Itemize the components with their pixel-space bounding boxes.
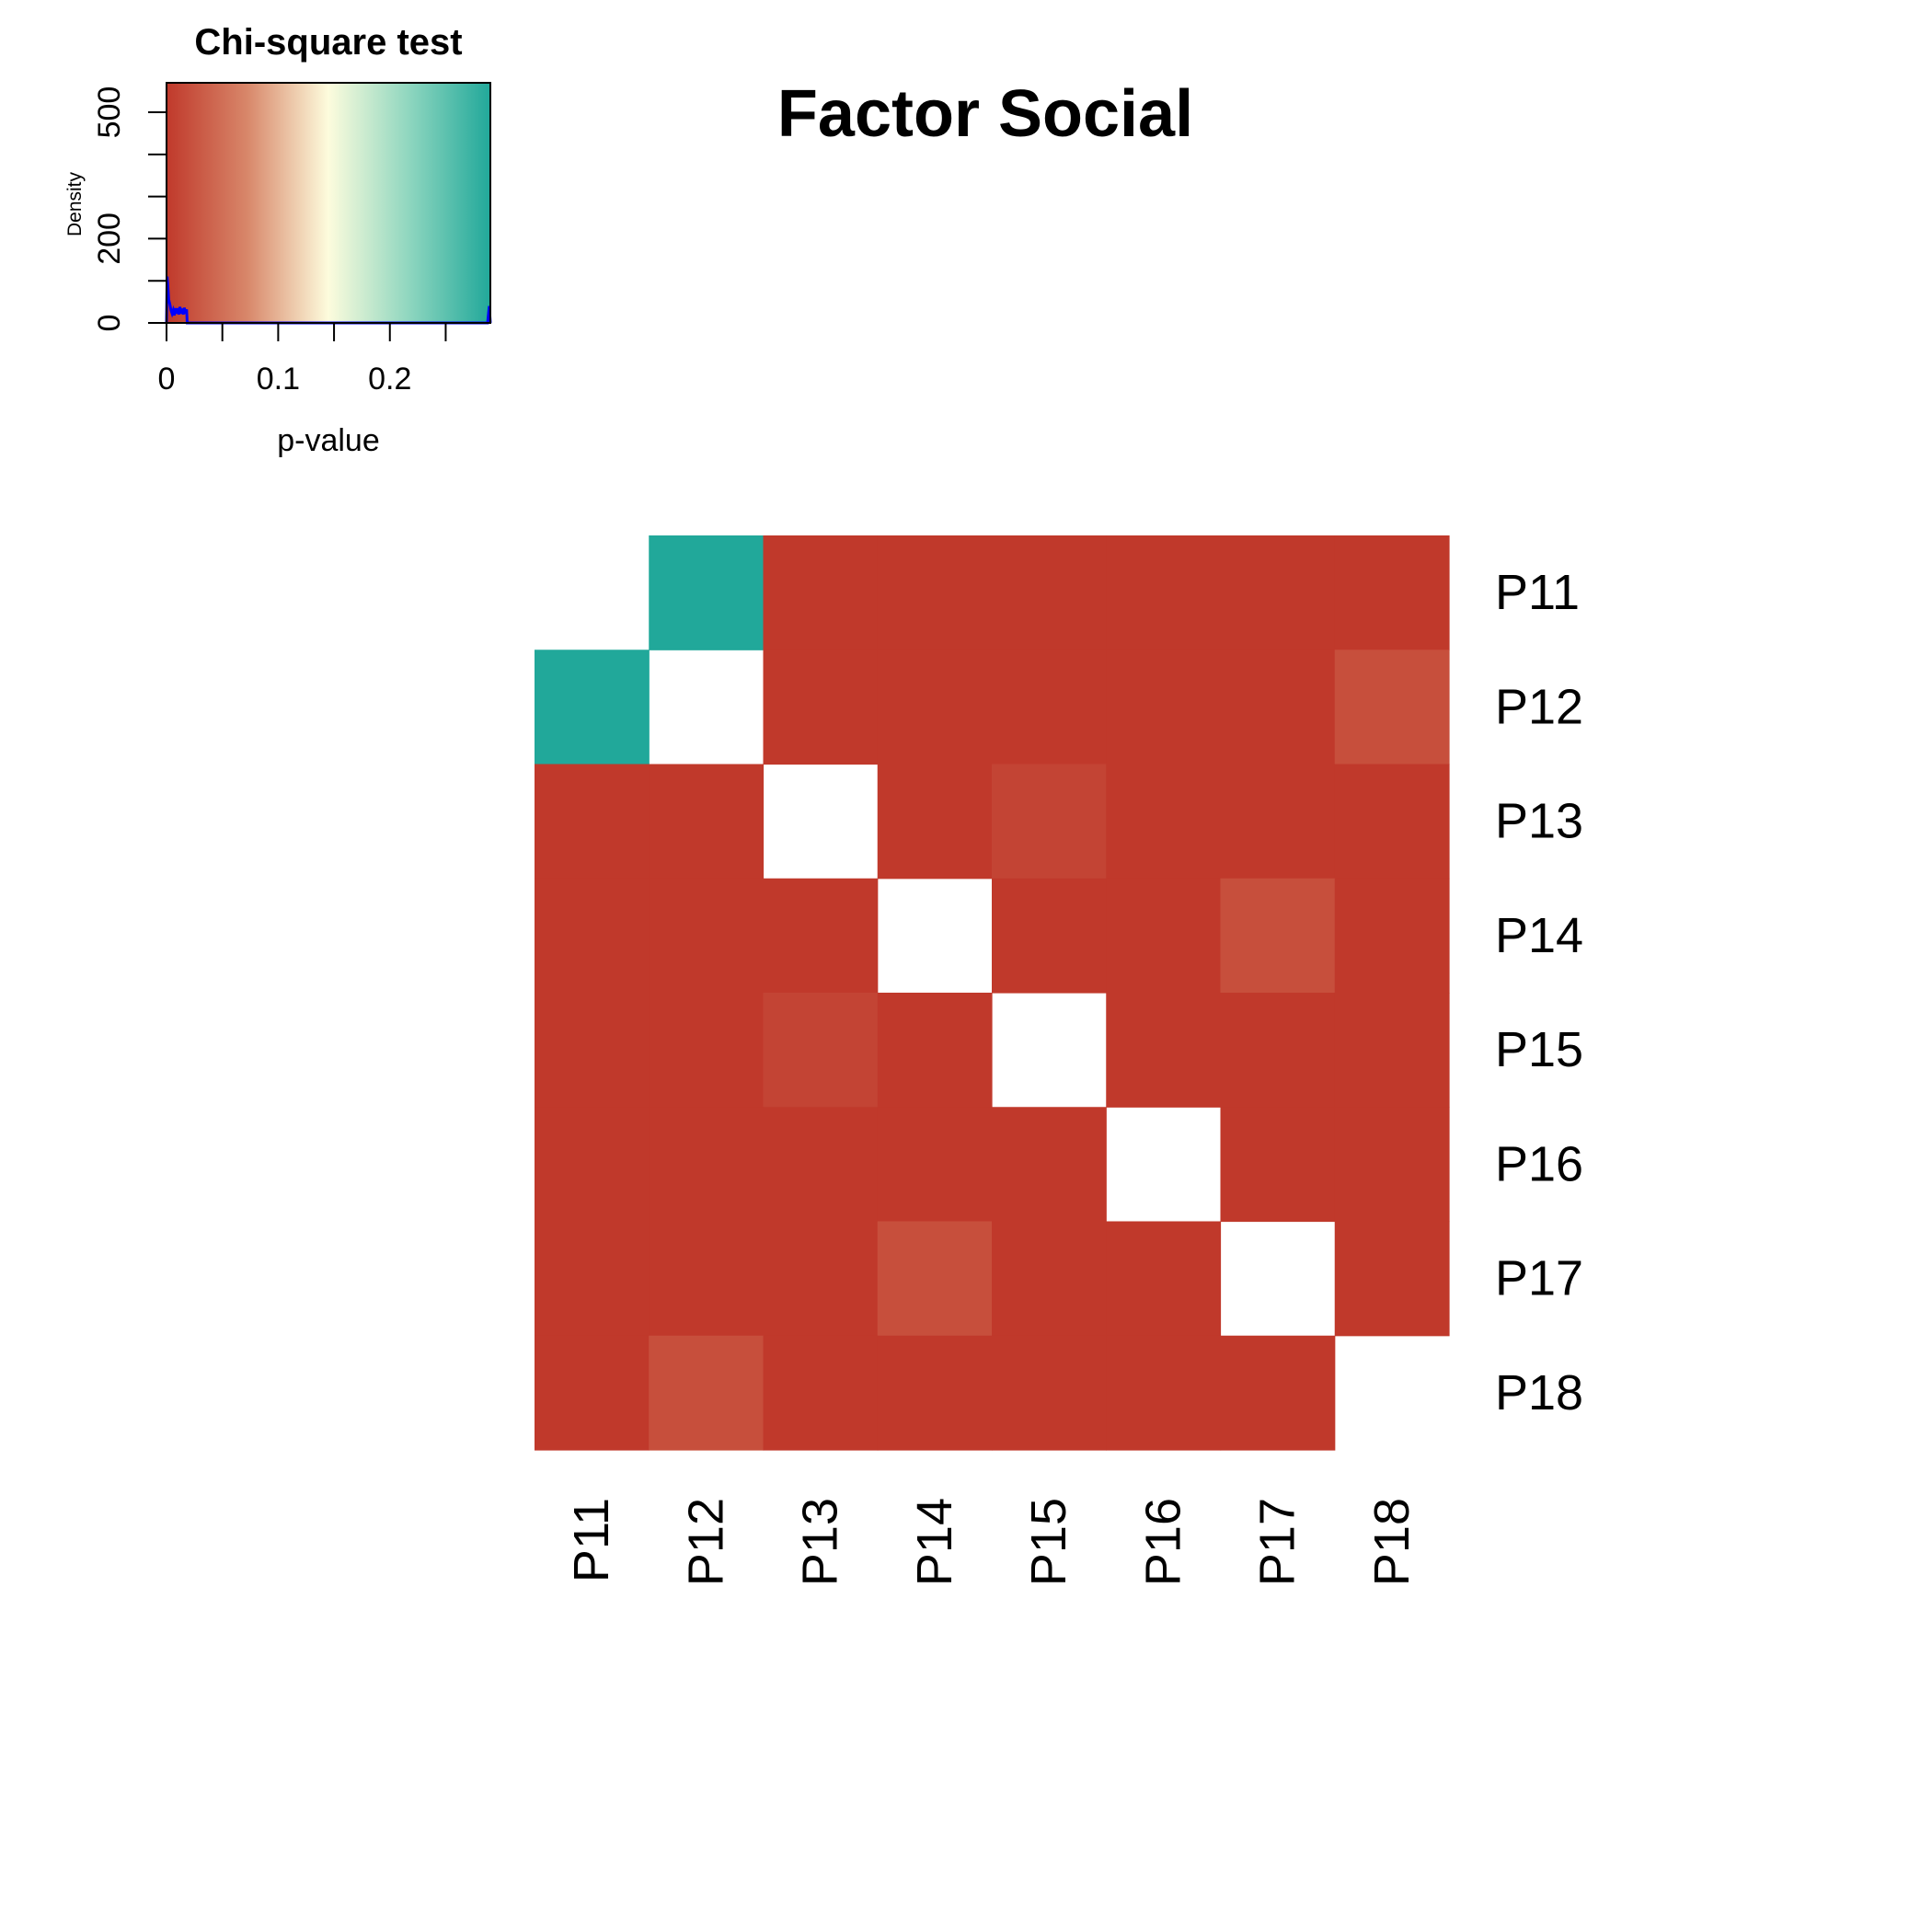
color-key-ylabel: Density [64, 171, 86, 236]
heatmap-cell [1334, 764, 1450, 880]
column-label: P12 [678, 1498, 733, 1586]
heatmap-cell [535, 1335, 650, 1451]
row-label: P11 [1495, 565, 1580, 620]
heatmap-cell [1106, 993, 1222, 1108]
heatmap-cell [649, 878, 765, 994]
heatmap-cell [763, 878, 879, 994]
heatmap-cell [535, 764, 650, 880]
heatmap-cell [535, 1221, 650, 1337]
heatmap-cell [1220, 764, 1336, 880]
heatmap-cell [1334, 535, 1450, 650]
heatmap-cell [877, 1335, 993, 1451]
heatmap-cell [535, 1107, 650, 1223]
heatmap-cell [1106, 1221, 1222, 1337]
heatmap-cell [649, 764, 765, 880]
heatmap-cell [992, 650, 1107, 765]
color-key-xlabel: p-value [277, 423, 380, 458]
row-label: P12 [1495, 679, 1583, 734]
column-label: P14 [907, 1498, 962, 1586]
column-label: P11 [564, 1498, 619, 1582]
heatmap-cell [763, 1221, 879, 1337]
color-key-title: Chi-square test [194, 22, 462, 63]
heatmap-cell [877, 1221, 993, 1337]
heatmap-cell [877, 1107, 993, 1223]
color-key-bar [167, 83, 490, 323]
heatmap-cell [992, 1335, 1107, 1451]
column-label: P16 [1135, 1498, 1190, 1586]
heatmap-cell [1334, 650, 1450, 765]
heatmap-cell [1334, 1107, 1450, 1223]
heatmap-cell [1220, 1335, 1336, 1451]
color-key-x-axis: 0 0.1 0.2 [158, 322, 447, 397]
heatmap-cell [1106, 764, 1222, 880]
key-x-tick-label: 0 [158, 362, 176, 397]
heatmap-cell [992, 878, 1107, 994]
column-label: P17 [1250, 1498, 1305, 1586]
heatmap-cell [763, 1107, 879, 1223]
key-y-tick-label: 0 [92, 315, 127, 332]
heatmap-cell [1106, 1335, 1222, 1451]
heatmap-cell [763, 993, 879, 1108]
key-x-tick-label: 0.2 [368, 362, 411, 397]
row-label: P17 [1495, 1251, 1583, 1306]
heatmap-cell [535, 993, 650, 1108]
heatmap-cell [1220, 650, 1336, 765]
row-label: P16 [1495, 1136, 1583, 1191]
key-y-tick-label: 500 [92, 86, 127, 139]
heatmap-cell [1220, 878, 1336, 994]
heatmap-cell [535, 878, 650, 994]
heatmap-cell [1220, 1107, 1336, 1223]
color-key-y-axis: 0 200 500 [92, 86, 167, 332]
heatmap-cell [877, 764, 993, 880]
heatmap-cell [1220, 993, 1336, 1108]
row-label: P15 [1495, 1022, 1583, 1077]
column-label: P13 [793, 1498, 848, 1586]
row-label: P14 [1495, 908, 1583, 963]
heatmap-cell [1334, 993, 1450, 1108]
heatmap-cells [535, 535, 1450, 1451]
heatmap-cell [992, 764, 1107, 880]
row-label: P18 [1495, 1365, 1583, 1420]
heatmap-cell [649, 535, 765, 650]
heatmap-cell [1334, 878, 1450, 994]
heatmap-cell [1106, 650, 1222, 765]
heatmap-cell [1220, 535, 1336, 650]
heatmap-cell [763, 650, 879, 765]
heatmap-cell [1334, 1221, 1450, 1337]
heatmap-cell [877, 993, 993, 1108]
heatmap-cell [992, 535, 1107, 650]
heatmap-cell [535, 650, 650, 765]
heatmap-cell [649, 1107, 765, 1223]
column-labels: P11 P12 P13 P14 P15 P16 P17 P18 [564, 1498, 1420, 1586]
heatmap-cell [763, 535, 879, 650]
row-labels: P11 P12 P13 P14 P15 P16 P17 P18 [1495, 565, 1583, 1420]
row-label: P13 [1495, 794, 1583, 849]
heatmap-cell [763, 1335, 879, 1451]
chart-title: Factor Social [777, 77, 1193, 151]
column-label: P18 [1364, 1498, 1420, 1586]
heatmap-cell [992, 1107, 1107, 1223]
heatmap-cell [649, 993, 765, 1108]
heatmap-cell [992, 1221, 1107, 1337]
key-y-tick-label: 200 [92, 213, 127, 265]
heatmap-cell [877, 535, 993, 650]
heatmap-cell [1106, 535, 1222, 650]
heatmap-cell [649, 1335, 765, 1451]
key-x-tick-label: 0.1 [257, 362, 300, 397]
heatmap-cell [1106, 878, 1222, 994]
heatmap-cell [877, 650, 993, 765]
heatmap-cell [649, 1221, 765, 1337]
density-curve [165, 276, 492, 325]
column-label: P15 [1021, 1498, 1076, 1586]
